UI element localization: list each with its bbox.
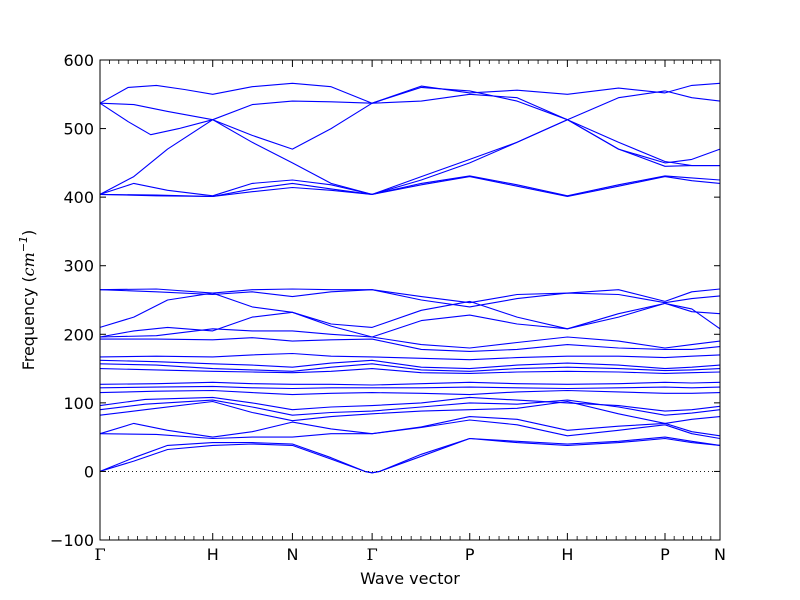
x-tick-label: H [561, 545, 573, 564]
x-axis-label: Wave vector [360, 569, 460, 588]
band-line [99, 82, 721, 104]
band-line [99, 359, 721, 370]
plot-frame [99, 59, 721, 541]
band-line [99, 436, 721, 474]
x-tick-label: P [465, 545, 475, 564]
band-line [99, 416, 721, 438]
band-line [99, 385, 721, 390]
band-line [99, 396, 721, 412]
band-line [99, 363, 721, 372]
band-line [99, 368, 721, 374]
y-axis-ticks: −100 0 100 200 300 400 500 600 [50, 51, 720, 550]
y-tick-label: 400 [63, 188, 94, 207]
band-lines [99, 82, 721, 474]
y-tick-label: 300 [63, 257, 94, 276]
band-line [99, 176, 721, 198]
x-tick-label: Γ [367, 545, 378, 564]
y-axis-label-text: Frequency ( [19, 276, 38, 370]
y-tick-label: 200 [63, 325, 94, 344]
y-tick-label: 600 [63, 51, 94, 70]
x-tick-label: Γ [94, 545, 105, 564]
y-tick-label: 100 [63, 394, 94, 413]
y-axis-label: Frequency (cm−1) [17, 230, 38, 371]
band-line [99, 389, 721, 396]
x-tick-label: P [660, 545, 670, 564]
band-line [99, 328, 721, 349]
band-line [99, 289, 721, 308]
band-line [99, 437, 721, 474]
y-axis-label-close: ) [19, 230, 38, 236]
band-line [99, 352, 721, 361]
band-line [99, 288, 721, 304]
band-line [99, 419, 721, 440]
band-line [99, 119, 720, 197]
x-tick-label: N [286, 545, 298, 564]
band-line [99, 175, 721, 198]
band-line [99, 302, 721, 338]
band-line [99, 399, 721, 416]
band-line [99, 90, 721, 136]
y-tick-label: −100 [50, 531, 94, 550]
band-line [99, 400, 721, 424]
y-tick-label: 500 [63, 120, 94, 139]
y-tick-label: 0 [84, 462, 94, 481]
x-tick-label: N [714, 545, 726, 564]
band-line [99, 381, 721, 386]
band-line [99, 119, 720, 195]
y-axis-label-exponent: −1 [17, 236, 30, 252]
band-line [99, 292, 721, 330]
x-tick-label: H [207, 545, 219, 564]
band-line [100, 337, 721, 352]
y-axis-label-unit: cm [19, 252, 38, 276]
band-line [99, 86, 721, 164]
